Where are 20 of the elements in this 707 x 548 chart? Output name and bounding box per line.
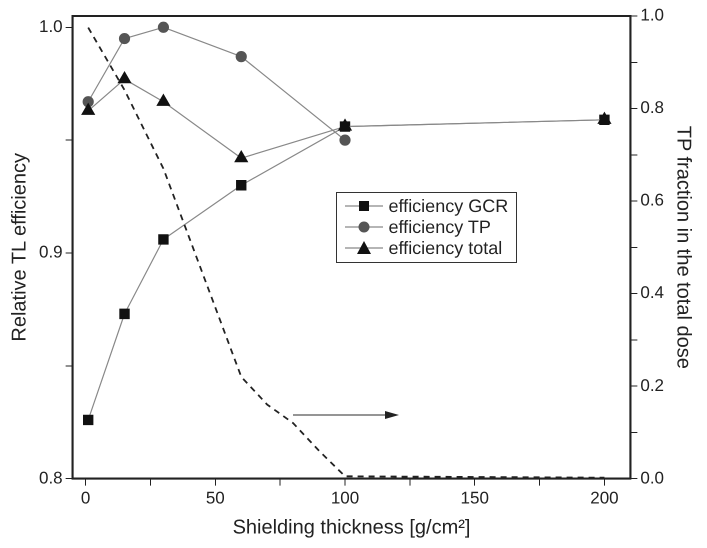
y2-tick-label: 1.0 [640,6,664,25]
y-tick-label: 0.8 [38,468,63,488]
y2-tick-label: 0.0 [640,468,664,488]
x-axis-title: Shielding thickness [g/cm²] [232,516,470,539]
x-tick-label: 200 [590,488,619,508]
legend-label: efficiency GCR [388,196,508,217]
x-tick-label: 0 [80,488,90,508]
legend-label: efficiency total [388,238,502,259]
x-tick-label: 150 [460,488,489,508]
y-tick-label: 0.9 [38,242,63,262]
x-tick-label: 50 [206,488,225,508]
x-tick-label: 100 [330,488,360,508]
y2-tick-label: 0.2 [640,376,664,395]
legend-label: efficiency TP [388,216,491,238]
y-axis-title: Relative TL efficiency [8,152,31,342]
y2-tick-label: 0.6 [640,190,664,210]
y2-axis-title: TP fraction in the total dose [672,126,694,369]
y-tick-label: 1.0 [38,16,63,36]
y2-tick-label: 0.4 [640,283,664,302]
y2-tick-label: 0.8 [640,98,664,118]
